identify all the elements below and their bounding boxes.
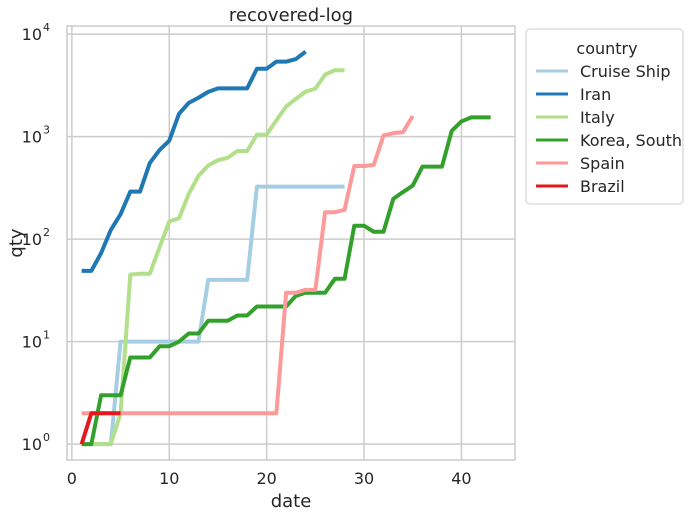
y-tick-exponent: 1 [43, 329, 50, 342]
y-tick-exponent: 4 [43, 21, 50, 34]
y-tick-label: 10 [22, 128, 42, 147]
legend-label-spain: Spain [580, 154, 625, 173]
x-tick-label: 40 [451, 469, 471, 488]
legend-label-brazil: Brazil [580, 177, 625, 196]
x-tick-label: 0 [67, 469, 77, 488]
legend-items: Cruise Ship Iran Italy Korea, South Spain Bra… [536, 62, 682, 196]
chart-title: recovered-log [229, 5, 353, 26]
y-tick-exponent: 3 [43, 124, 50, 137]
series-line-brazil [79, 411, 121, 445]
series-line-iran [81, 50, 307, 273]
y-tick-label: 10 [22, 230, 42, 249]
legend-label-italy: Italy [580, 108, 615, 127]
y-tick-exponent: 0 [43, 431, 50, 444]
x-tick-label: 20 [256, 469, 276, 488]
x-axis-ticks: 0 10 20 30 40 [67, 469, 472, 488]
y-tick-label: 10 [22, 333, 42, 352]
legend: country Cruise Ship Iran Italy Korea, South… [525, 28, 684, 205]
x-tick-label: 30 [354, 469, 374, 488]
grid [67, 26, 515, 460]
series-line-spain [81, 114, 415, 416]
legend-box [525, 28, 684, 205]
y-tick-label: 10 [22, 435, 42, 454]
y-tick-label: 10 [22, 25, 42, 44]
y-tick-exponent: 2 [43, 226, 50, 239]
legend-label-iran: Iran [580, 85, 611, 104]
series-lines [79, 50, 491, 447]
series-line-italy [81, 68, 345, 447]
series-line-korea-south [81, 115, 491, 447]
x-tick-label: 10 [159, 469, 179, 488]
legend-title: country [576, 39, 637, 58]
legend-label-korea-south: Korea, South [580, 131, 682, 150]
x-axis-label: date [271, 491, 312, 512]
y-axis-label: qty [6, 228, 27, 257]
plot-frame [66, 25, 516, 461]
legend-label-cruise-ship: Cruise Ship [580, 62, 671, 81]
